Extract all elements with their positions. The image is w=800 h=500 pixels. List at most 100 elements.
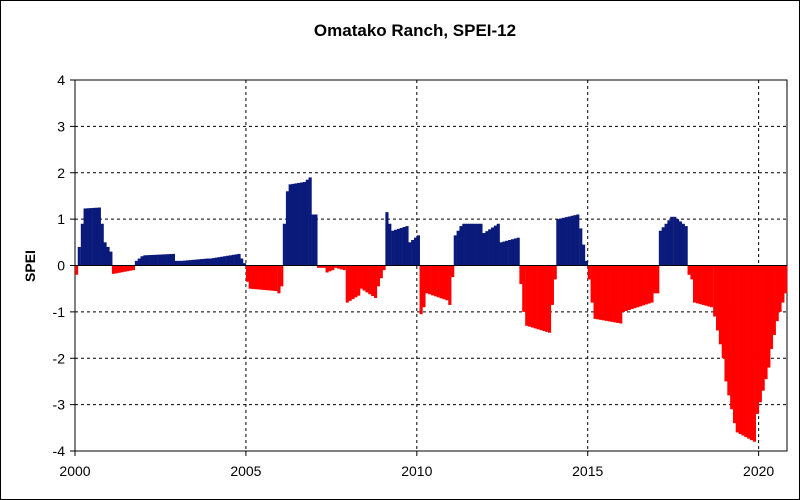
- positive-spei-bar: [459, 226, 463, 266]
- negative-spei-bar: [727, 265, 731, 396]
- y-tick-label: -3: [53, 397, 66, 413]
- positive-spei-bar: [476, 223, 480, 266]
- tick-labels: 4 3 2 1 0 -1 -2 -3 -4 2000 2005 2010 2015 2020: [53, 72, 775, 479]
- positive-spei-bar: [231, 254, 235, 266]
- negative-spei-bar: [111, 265, 116, 274]
- positive-spei-bar: [237, 253, 241, 266]
- negative-spei-bar: [451, 265, 455, 278]
- negative-spei-bar: [114, 265, 118, 274]
- y-tick-label: 1: [57, 211, 65, 227]
- negative-spei-bar: [616, 265, 620, 323]
- positive-spei-bar: [103, 242, 107, 266]
- negative-spei-bar: [336, 265, 341, 269]
- negative-spei-bar: [590, 265, 594, 303]
- negative-spei-bar: [718, 265, 723, 345]
- positive-spei-bar: [314, 214, 318, 266]
- negative-spei-bar: [690, 265, 694, 280]
- negative-spei-bar: [536, 265, 540, 330]
- positive-spei-bar: [416, 235, 420, 266]
- negative-spei-bar: [741, 265, 745, 436]
- positive-spei-bar: [567, 216, 571, 266]
- positive-spei-bar: [493, 225, 497, 266]
- negative-spei-bar: [735, 265, 739, 433]
- negative-spei-bar: [422, 265, 426, 308]
- positive-spei-bar: [584, 260, 589, 266]
- positive-spei-bar: [496, 223, 500, 266]
- positive-spei-bar: [146, 255, 150, 266]
- positive-spei-bar: [488, 229, 492, 266]
- negative-spei-bar: [351, 265, 355, 300]
- negative-spei-bar: [619, 265, 623, 324]
- negative-spei-bar: [784, 265, 788, 294]
- negative-spei-bar: [425, 265, 429, 294]
- positive-spei-bar: [154, 254, 158, 266]
- negative-spei-bar: [359, 265, 363, 289]
- y-tick-label: 0: [57, 258, 65, 274]
- positive-spei-bar: [149, 255, 153, 266]
- positive-spei-bar: [234, 254, 238, 266]
- negative-spei-bar: [448, 265, 452, 305]
- positive-spei-bar: [240, 258, 244, 266]
- negative-spei-bar: [325, 265, 329, 273]
- negative-spei-bar: [713, 265, 717, 317]
- negative-spei-bar: [602, 265, 606, 321]
- negative-spei-bar: [368, 265, 372, 295]
- negative-spei-bar: [641, 265, 645, 306]
- x-tick-label: 2005: [230, 463, 261, 479]
- positive-spei-bar: [288, 184, 292, 266]
- positive-spei-bar: [160, 254, 164, 266]
- positive-spei-bar: [134, 260, 138, 266]
- negative-spei-bar: [604, 265, 609, 321]
- positive-spei-bar: [684, 226, 688, 266]
- positive-spei-bar: [664, 223, 668, 266]
- negative-spei-bar: [319, 265, 323, 268]
- negative-spei-bar: [539, 265, 543, 331]
- positive-spei-bar: [670, 216, 674, 266]
- negative-spei-bar: [445, 265, 449, 301]
- positive-spei-bar: [508, 239, 512, 266]
- negative-spei-bar: [433, 265, 438, 297]
- negative-spei-bar: [257, 265, 261, 290]
- negative-spei-bar: [254, 265, 258, 290]
- negative-spei-bar: [621, 265, 626, 312]
- positive-spei-bar: [396, 228, 401, 266]
- negative-spei-bar: [587, 265, 591, 280]
- negative-spei-bar: [596, 265, 600, 320]
- positive-spei-bar: [499, 242, 503, 266]
- negative-spei-bar: [593, 265, 597, 319]
- positive-spei-bar: [411, 239, 415, 266]
- negative-spei-bar: [522, 265, 526, 312]
- negative-spei-bar: [647, 265, 651, 304]
- negative-spei-bar: [769, 265, 774, 349]
- positive-spei-bar: [220, 256, 224, 266]
- positive-spei-bar: [579, 228, 583, 266]
- positive-spei-bar: [490, 227, 495, 266]
- x-tick-label: 2000: [59, 463, 90, 479]
- positive-spei-bar: [109, 251, 113, 266]
- positive-spei-bar: [217, 257, 221, 266]
- positive-spei-bar: [482, 233, 486, 266]
- negative-spei-bar: [371, 265, 375, 297]
- positive-spei-bar: [180, 260, 184, 266]
- positive-spei-bar: [223, 256, 227, 266]
- negative-spei-bar: [545, 265, 549, 332]
- negative-spei-bar: [328, 265, 332, 272]
- positive-spei-bar: [576, 214, 580, 266]
- negative-spei-bar: [721, 265, 725, 359]
- positive-spei-bar: [80, 223, 84, 266]
- negative-spei-bar: [251, 265, 255, 289]
- negative-spei-bar: [317, 265, 321, 268]
- positive-spei-bar: [502, 241, 506, 266]
- negative-spei-bar: [710, 265, 714, 308]
- negative-spei-bar: [345, 265, 349, 303]
- negative-spei-bar: [120, 265, 124, 273]
- negative-spei-bar: [764, 265, 768, 380]
- negative-spei-bar: [245, 265, 250, 282]
- negative-spei-bar: [550, 265, 554, 305]
- positive-spei-bar: [570, 215, 574, 266]
- positive-spei-bar: [402, 227, 406, 266]
- positive-spei-bar: [462, 223, 466, 266]
- positive-spei-bar: [564, 217, 568, 266]
- positive-spei-bar: [191, 259, 195, 266]
- negative-spei-bar: [755, 265, 760, 414]
